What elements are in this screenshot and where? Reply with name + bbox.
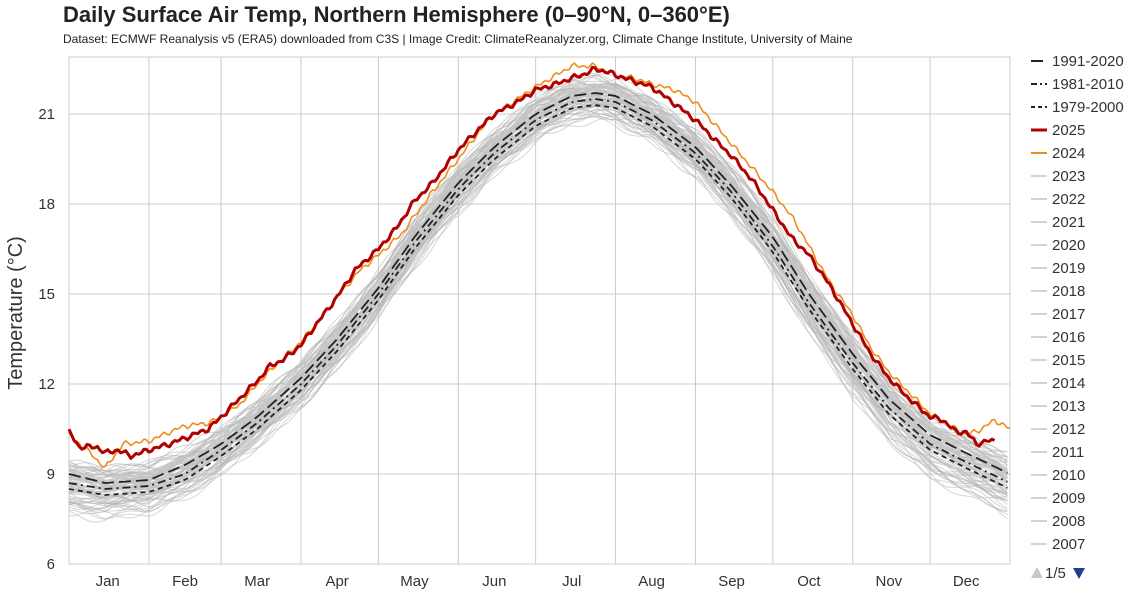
legend-label-2023[interactable]: 2023 <box>1052 168 1085 185</box>
series-line-1981-2010 <box>68 98 1008 490</box>
y-tick-label: 15 <box>38 286 55 303</box>
series-lines <box>67 62 1011 496</box>
y-tick-label: 12 <box>38 376 55 393</box>
historical-year-line <box>68 115 1008 512</box>
chart-title: Daily Surface Air Temp, Northern Hemisph… <box>63 2 730 27</box>
legend-page-indicator: 1/5 <box>1045 565 1066 582</box>
x-tick-label: Mar <box>244 573 270 590</box>
historical-year-line <box>68 108 1008 523</box>
legend-label-2022[interactable]: 2022 <box>1052 191 1085 208</box>
x-tick-label: Jan <box>96 573 120 590</box>
legend: 1991-2020 1981-2010 1979-2000 2025 2024 2023 2… <box>1031 53 1124 553</box>
historical-year-line <box>68 115 1008 520</box>
x-tick-label: Oct <box>797 573 821 590</box>
legend-label-2018[interactable]: 2018 <box>1052 283 1085 300</box>
legend-label-2015[interactable]: 2015 <box>1052 352 1085 369</box>
legend-pagination: 1/5 <box>1031 565 1085 582</box>
triangle-up-icon[interactable] <box>1031 567 1043 578</box>
historical-years-band <box>68 72 1008 523</box>
x-tick-label: Jul <box>562 573 581 590</box>
legend-label-1979-2000[interactable]: 1979-2000 <box>1052 99 1124 116</box>
legend-label-2021[interactable]: 2021 <box>1052 214 1085 231</box>
y-axis-label: Temperature (°C) <box>5 236 27 390</box>
legend-label-2013[interactable]: 2013 <box>1052 398 1085 415</box>
y-tick-label: 21 <box>38 106 55 123</box>
x-tick-label: Jun <box>482 573 506 590</box>
legend-label-2019[interactable]: 2019 <box>1052 260 1085 277</box>
x-tick-label: Sep <box>718 573 745 590</box>
x-tick-label: Nov <box>875 573 902 590</box>
historical-year-line <box>68 113 1008 510</box>
series-line-2025 <box>67 65 996 460</box>
legend-label-1981-2010[interactable]: 1981-2010 <box>1052 76 1124 93</box>
legend-label-2025[interactable]: 2025 <box>1052 122 1085 139</box>
historical-year-line <box>68 79 1008 474</box>
legend-label-2014[interactable]: 2014 <box>1052 375 1085 392</box>
historical-year-line <box>68 105 1008 504</box>
x-tick-label: Apr <box>325 573 348 590</box>
legend-label-2012[interactable]: 2012 <box>1052 421 1085 438</box>
legend-label-2020[interactable]: 2020 <box>1052 237 1085 254</box>
series-line-2016 <box>68 90 1008 480</box>
legend-label-2017[interactable]: 2017 <box>1052 306 1085 323</box>
legend-label-2010[interactable]: 2010 <box>1052 467 1085 484</box>
series-line-2017 <box>68 92 1008 485</box>
legend-label-2009[interactable]: 2009 <box>1052 490 1085 507</box>
legend-label-2024[interactable]: 2024 <box>1052 145 1085 162</box>
legend-label-2008[interactable]: 2008 <box>1052 513 1085 530</box>
x-tick-label: May <box>400 573 429 590</box>
historical-year-line <box>68 74 1008 476</box>
x-tick-label: Dec <box>953 573 980 590</box>
legend-label-2016[interactable]: 2016 <box>1052 329 1085 346</box>
series-line-1979-2000 <box>68 104 1008 496</box>
legend-label-1991-2020[interactable]: 1991-2020 <box>1052 53 1124 70</box>
historical-year-line <box>68 102 1008 513</box>
chart-subtitle: Dataset: ECMWF Reanalysis v5 (ERA5) down… <box>63 32 853 46</box>
y-tick-label: 18 <box>38 196 55 213</box>
legend-label-2007[interactable]: 2007 <box>1052 536 1085 553</box>
x-tick-label: Aug <box>638 573 665 590</box>
triangle-down-icon[interactable] <box>1073 568 1085 579</box>
historical-year-line <box>68 102 1008 497</box>
x-tick-label: Feb <box>172 573 198 590</box>
historical-year-line <box>68 102 1008 507</box>
axis-labels: 6 9 12 15 18 21 Jan Feb Mar Apr May Jun Jul Aug Sep Oct… <box>38 106 980 590</box>
y-tick-label: 6 <box>47 556 55 573</box>
series-line-1991-2020 <box>68 92 1008 484</box>
legend-label-2011[interactable]: 2011 <box>1052 444 1084 461</box>
y-tick-label: 9 <box>47 466 55 483</box>
historical-year-line <box>68 72 1008 474</box>
